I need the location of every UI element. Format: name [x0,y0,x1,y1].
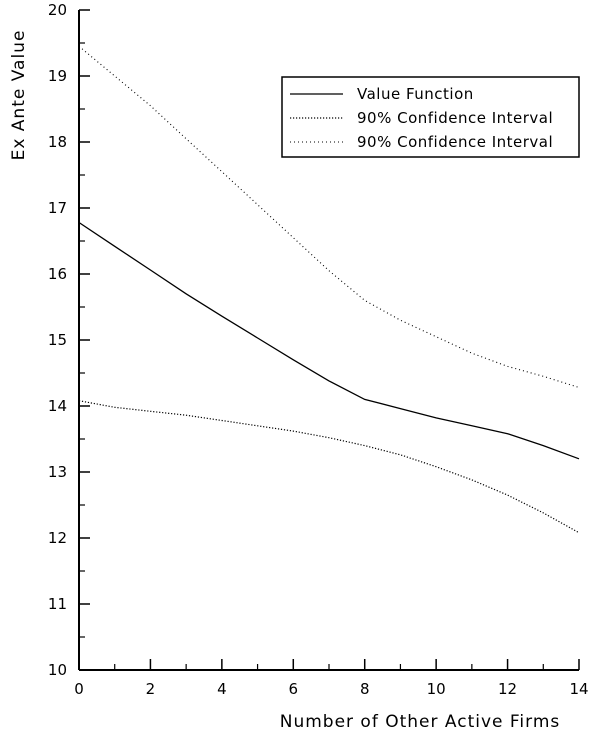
legend-label-2: 90% Confidence Interval [357,109,553,127]
series-line-3 [78,45,580,389]
x-tick-label: 2 [146,680,156,698]
y-tick-label: 12 [48,529,67,547]
series-line-1 [78,221,580,460]
y-tick-label: 13 [48,463,67,481]
y-tick-label: 10 [48,661,67,679]
y-tick-label: 16 [48,265,67,283]
x-axis-title: Number of Other Active Firms [280,712,561,732]
y-tick-label: 11 [48,595,67,613]
x-tick-label: 12 [498,680,517,698]
x-tick-label: 4 [217,680,227,698]
x-tick-label: 8 [360,680,370,698]
y-ticks: 10 11 12 13 14 15 16 17 18 19 20 [48,1,90,679]
legend-box [281,76,580,158]
y-tick-label: 18 [48,133,67,151]
y-tick-label: 19 [48,67,67,85]
x-tick-label: 14 [569,680,588,698]
y-tick-label: 15 [48,331,67,349]
y-tick-label: 17 [48,199,67,217]
legend-label-1: Value Function [357,85,474,103]
x-tick-label: 10 [427,680,446,698]
y-axis-title: Ex Ante Value [9,30,29,161]
series-line-2 [78,400,580,534]
x-tick-label: 6 [289,680,299,698]
plot-area [78,45,580,534]
y-tick-label: 20 [48,1,67,19]
x-ticks: 0 2 4 6 8 10 12 14 [74,659,589,698]
x-tick-label: 0 [74,680,84,698]
y-tick-label: 14 [48,397,67,415]
legend: Value Function 90% Confidence Interval 90%… [281,76,580,158]
legend-label-3: 90% Confidence Interval [357,133,553,151]
